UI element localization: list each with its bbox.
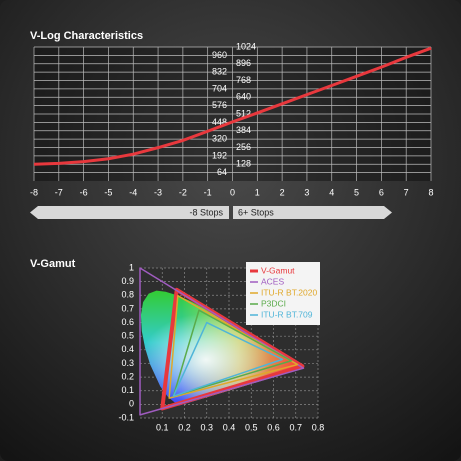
- y-tick-label: 0.9: [121, 276, 134, 286]
- x-tick-label: -3: [154, 187, 162, 197]
- x-tick-label: 0: [230, 187, 235, 197]
- y-tick-label: 448: [212, 117, 227, 127]
- annotation: -8 Stops: [189, 207, 223, 217]
- y-tick-label: 0.5: [121, 331, 134, 341]
- legend-label: ITU-R BT.709: [261, 309, 313, 319]
- legend-label: P3DCI: [261, 298, 286, 308]
- y2-tick-label: 896: [236, 58, 251, 68]
- legend-label: ACES: [261, 276, 284, 286]
- gamut: [160, 287, 305, 411]
- x-tick-label: 0.6: [267, 422, 280, 432]
- x-tick-label: 1: [255, 187, 260, 197]
- y-tick-label: 0: [129, 399, 134, 409]
- stops-arrow-left: [30, 206, 229, 219]
- x-tick-label: 0.4: [223, 422, 236, 432]
- x-tick-label: -6: [80, 187, 88, 197]
- y-tick-label: 1: [129, 262, 134, 272]
- x-tick-label: -7: [55, 187, 63, 197]
- gamut: [168, 294, 299, 399]
- chart-title: V-Gamut: [30, 258, 76, 270]
- x-tick-label: 5: [354, 187, 359, 197]
- y-tick-label: 960: [212, 50, 227, 60]
- y-tick-label: 0.2: [121, 371, 134, 381]
- y2-tick-label: 640: [236, 92, 251, 102]
- y-tick-label: 320: [212, 134, 227, 144]
- y-tick-label: 0.7: [121, 303, 134, 313]
- x-tick-label: -5: [104, 187, 112, 197]
- gamut: [172, 309, 293, 397]
- y2-tick-label: 768: [236, 75, 251, 85]
- x-tick-label: 4: [329, 187, 334, 197]
- y-tick-label: 192: [212, 150, 227, 160]
- x-tick-label: -4: [129, 187, 137, 197]
- y-tick-label: 0.8: [121, 290, 134, 300]
- x-tick-label: 7: [404, 187, 409, 197]
- x-tick-label: 0.1: [156, 422, 169, 432]
- y-tick-label: 0.4: [121, 344, 134, 354]
- line: [33, 46, 432, 166]
- x-tick-label: 2: [280, 187, 285, 197]
- y-tick-label: 576: [212, 100, 227, 110]
- x-tick-label: 3: [304, 187, 309, 197]
- y2-tick-label: 1024: [236, 41, 256, 51]
- y2-tick-label: 256: [236, 142, 251, 152]
- y-tick-label: -0.1: [118, 412, 134, 422]
- stops-arrow-right: [233, 206, 392, 219]
- chart-title: V-Log Characteristics: [30, 30, 143, 42]
- annotation: 6+ Stops: [238, 207, 274, 217]
- gamut: [139, 267, 305, 416]
- x-tick-label: 6: [379, 187, 384, 197]
- y-tick-label: 64: [217, 167, 227, 177]
- x-tick-label: -2: [179, 187, 187, 197]
- y-tick-label: 0.3: [121, 358, 134, 368]
- y2-tick-label: 128: [236, 159, 251, 169]
- x-tick-label: -8: [30, 187, 38, 197]
- gamut: [172, 321, 284, 397]
- x-tick-label: -1: [204, 187, 212, 197]
- x-tick-label: 0.5: [245, 422, 258, 432]
- y-tick-label: 0.6: [121, 317, 134, 327]
- x-tick-label: 0.2: [178, 422, 191, 432]
- x-tick-label: 0.7: [289, 422, 302, 432]
- x-tick-label: 0.8: [312, 422, 325, 432]
- legend-label: V-Gamut: [261, 265, 295, 275]
- x-tick-label: 8: [428, 187, 433, 197]
- y2-tick-label: 512: [236, 108, 251, 118]
- y-tick-label: 704: [212, 83, 227, 93]
- legend-box: [246, 262, 320, 325]
- legend-label: ITU-R BT.2020: [261, 287, 317, 297]
- y2-tick-label: 384: [236, 125, 251, 135]
- y-tick-label: 0.1: [121, 385, 134, 395]
- y-tick-label: 832: [212, 67, 227, 77]
- x-tick-label: 0.3: [200, 422, 213, 432]
